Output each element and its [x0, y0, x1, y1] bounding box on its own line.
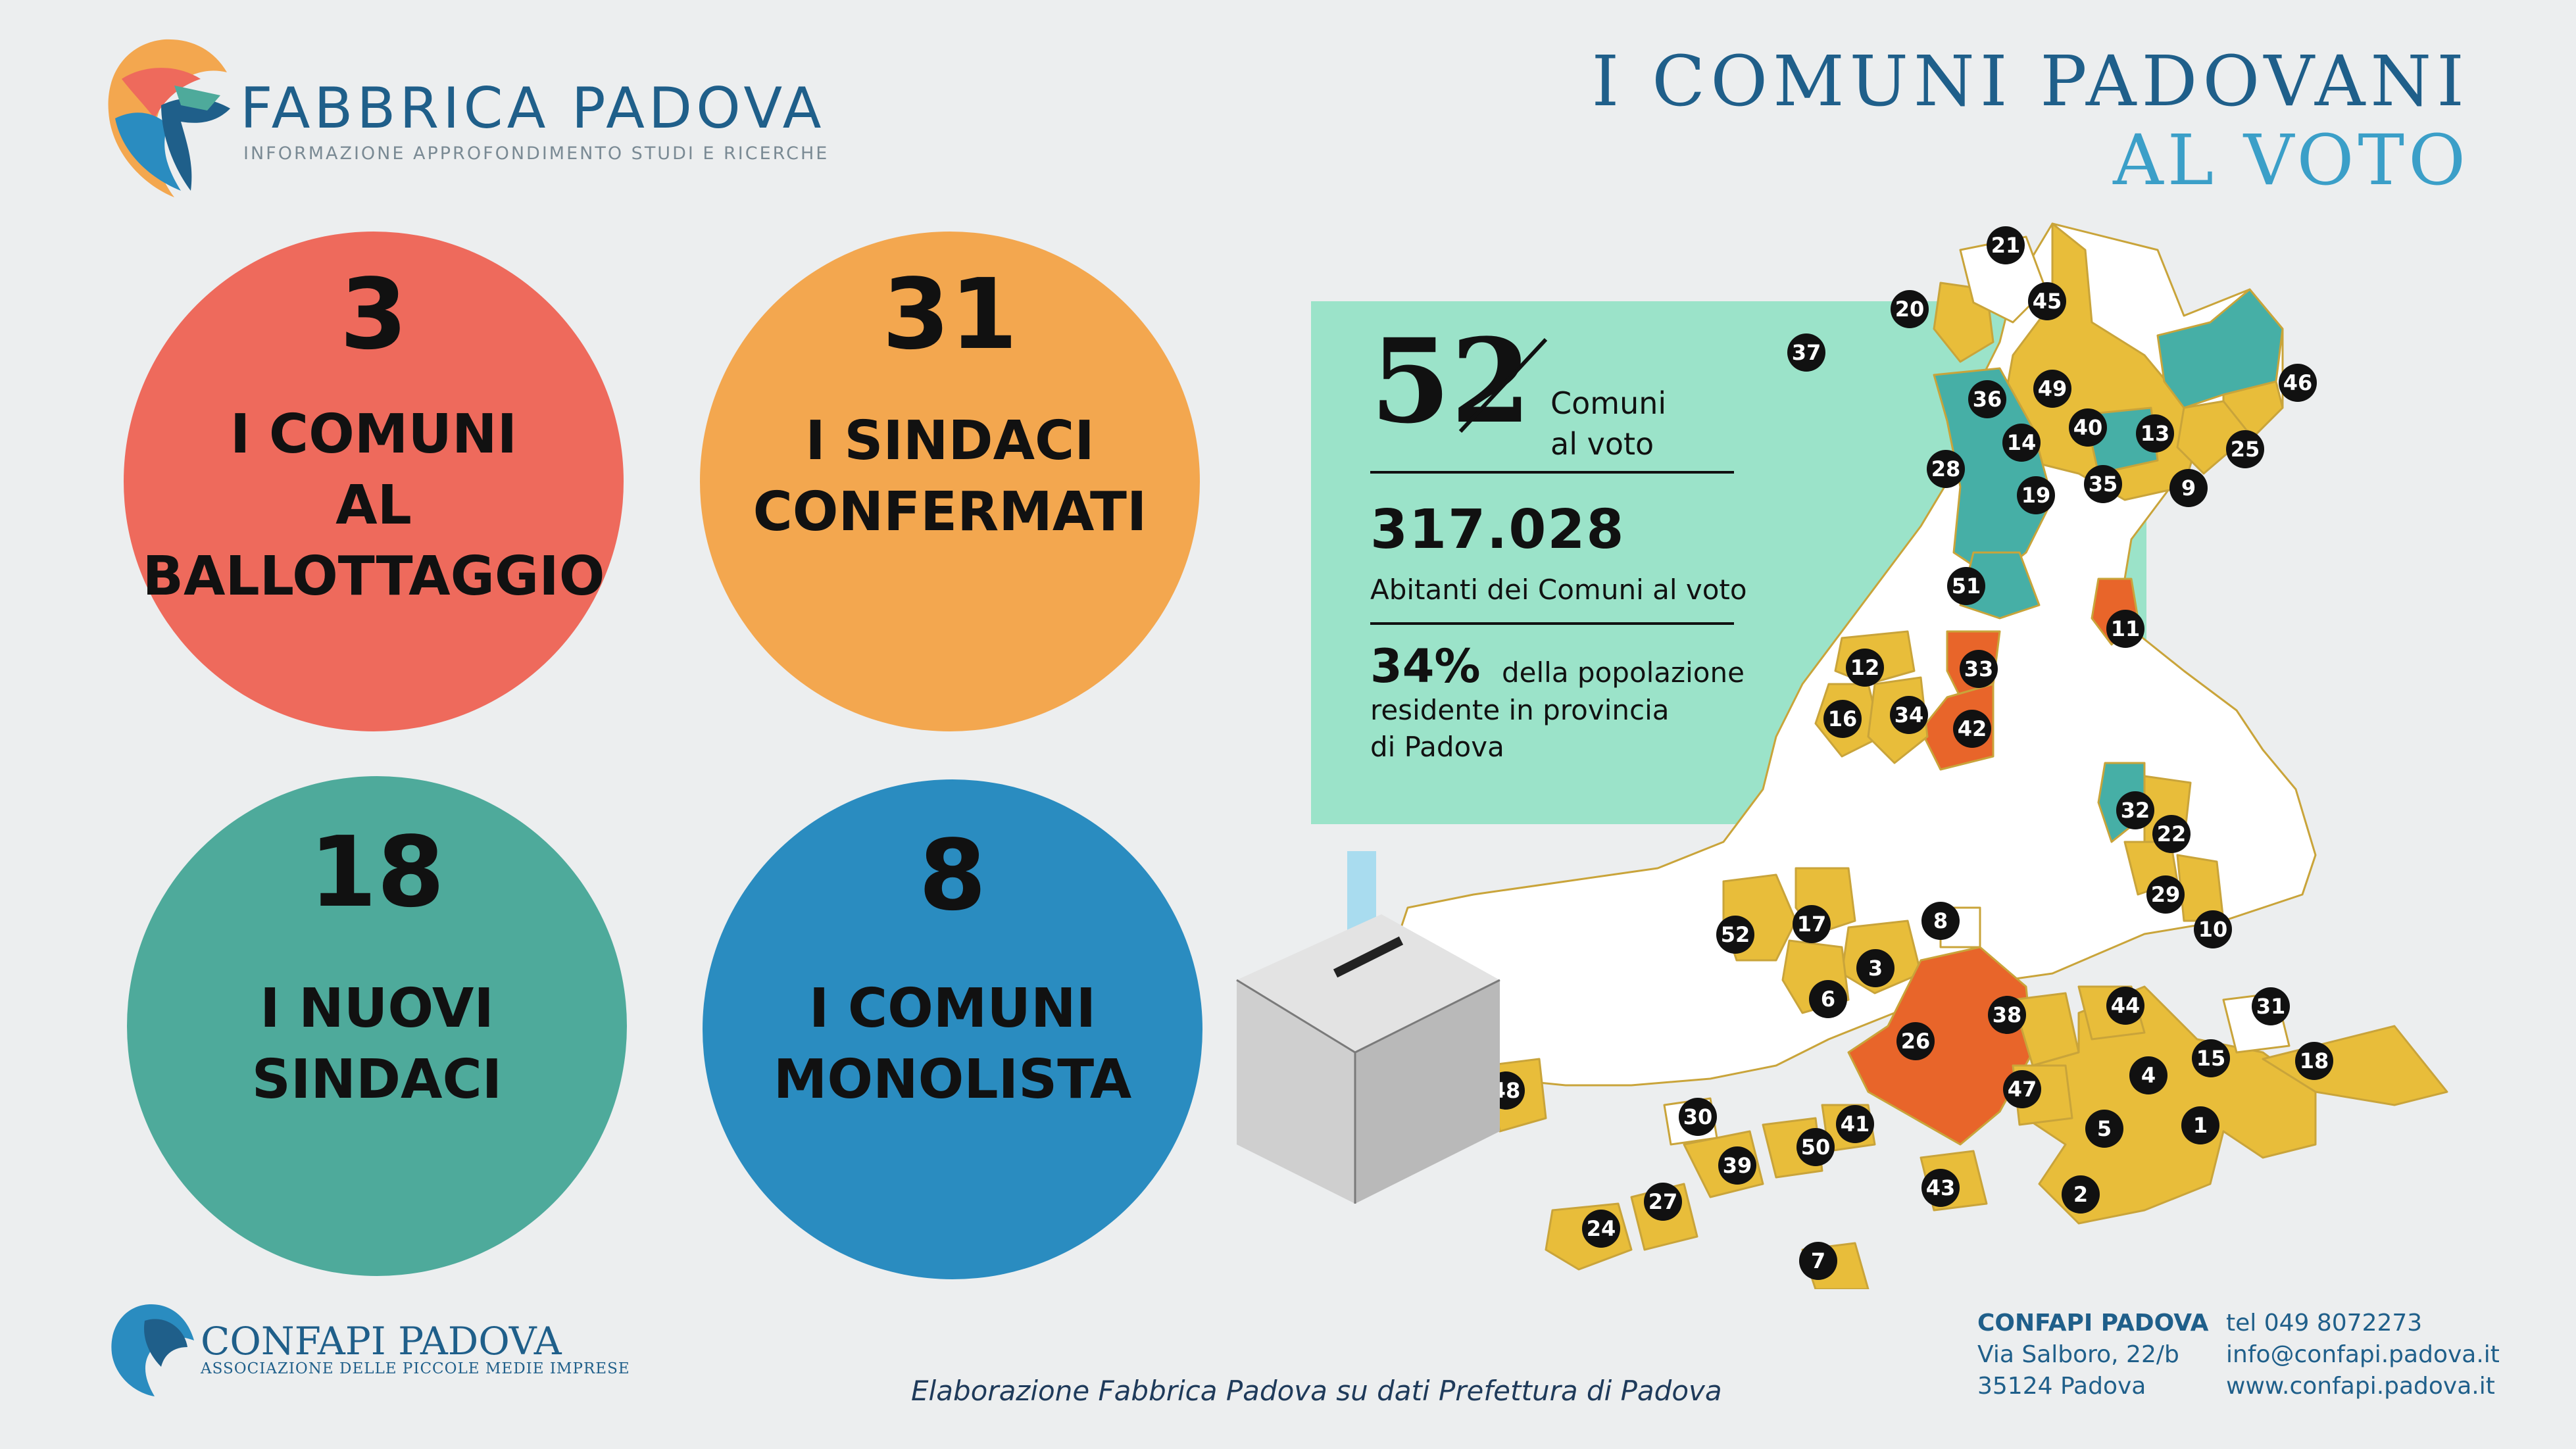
- brand-tagline: INFORMAZIONE APPROFONDIMENTO STUDI E RIC…: [243, 143, 830, 164]
- stat-confirmed-circle: 31 I SINDACI CONFERMATI: [700, 232, 1200, 731]
- confapi-tagline: ASSOCIAZIONE DELLE PICCOLE MEDIE IMPRESE: [201, 1360, 630, 1377]
- map-marker-16: 16: [1823, 700, 1862, 738]
- map-marker-30: 30: [1679, 1098, 1717, 1136]
- map-marker-5: 5: [2085, 1110, 2123, 1148]
- map-marker-25: 25: [2226, 430, 2264, 468]
- map-marker-14: 14: [2002, 424, 2041, 462]
- map-marker-12: 12: [1846, 649, 1884, 687]
- map-area-26: [1847, 946, 2034, 1146]
- map-marker-24: 24: [1582, 1210, 1620, 1248]
- map-marker-32: 32: [2116, 791, 2154, 829]
- fabbrica-padova-logo: [108, 39, 230, 197]
- map-marker-49: 49: [2033, 370, 2071, 408]
- confapi-lion-logo: [111, 1304, 194, 1396]
- address-org: CONFAPI PADOVA: [1977, 1310, 2209, 1337]
- map-marker-9: 9: [2169, 469, 2208, 507]
- stat-runoff-circle: 3 I COMUNI AL BALLOTTAGGIO: [124, 232, 624, 731]
- slash-decoration: [1458, 337, 1548, 433]
- map-marker-45: 45: [2028, 282, 2066, 320]
- address-block: CONFAPI PADOVA Via Salboro, 22/b 35124 Pa…: [1977, 1308, 2209, 1402]
- map-marker-33: 33: [1960, 650, 1998, 688]
- stat-confirmed-value: 31: [882, 258, 1018, 371]
- divider: [1370, 622, 1734, 625]
- map-marker-18: 18: [2295, 1042, 2333, 1080]
- map-marker-51: 51: [1947, 567, 1985, 605]
- map-marker-27: 27: [1644, 1183, 1682, 1221]
- map-marker-38: 38: [1988, 996, 2026, 1034]
- contacts-block[interactable]: tel 049 8072273 info@confapi.padova.it w…: [2226, 1310, 2500, 1400]
- share-label: della popolazione: [1502, 656, 1745, 689]
- map-marker-42: 42: [1953, 710, 1991, 748]
- map-marker-2: 2: [2062, 1175, 2100, 1214]
- map-marker-13: 13: [2136, 414, 2174, 453]
- map-marker-6: 6: [1809, 980, 1847, 1018]
- map-marker-8: 8: [1921, 902, 1960, 940]
- map-marker-39: 39: [1718, 1146, 1756, 1185]
- source-note: Elaborazione Fabbrica Padova su dati Pre…: [911, 1375, 1722, 1407]
- map-marker-19: 19: [2017, 476, 2055, 514]
- map-marker-29: 29: [2146, 875, 2185, 914]
- ballot-box-icon: [1236, 851, 1500, 1204]
- map-marker-31: 31: [2252, 987, 2290, 1025]
- population-label: Abitanti dei Comuni al voto: [1370, 574, 1747, 606]
- map-marker-20: 20: [1891, 290, 1929, 328]
- map-marker-36: 36: [1968, 380, 2006, 418]
- map-marker-22: 22: [2152, 815, 2191, 853]
- stat-new-value: 18: [309, 816, 445, 929]
- stat-new-circle: 18 I NUOVI SINDACI: [127, 776, 627, 1276]
- map-marker-35: 35: [2084, 465, 2122, 503]
- page-title: I COMUNI PADOVANI: [1591, 41, 2469, 122]
- share-value: 34%: [1370, 639, 1481, 693]
- map-marker-52: 52: [1716, 916, 1754, 954]
- map-marker-15: 15: [2192, 1039, 2230, 1077]
- stat-runoff-label: I COMUNI AL BALLOTTAGGIO: [142, 403, 605, 608]
- map-marker-26: 26: [1896, 1022, 1935, 1060]
- map-marker-47: 47: [2003, 1070, 2041, 1108]
- map-marker-4: 4: [2129, 1056, 2167, 1094]
- map-marker-37: 37: [1787, 333, 1825, 372]
- map-marker-28: 28: [1927, 450, 1965, 488]
- map-marker-10: 10: [2194, 910, 2232, 948]
- stat-monolista-label: I COMUNI MONOLISTA: [773, 977, 1132, 1111]
- stat-monolista-value: 8: [918, 819, 987, 932]
- map-marker-40: 40: [2069, 408, 2107, 447]
- share-label-cont: residente in provincia di Padova: [1370, 694, 1670, 763]
- map-marker-7: 7: [1799, 1242, 1837, 1280]
- map-marker-46: 46: [2279, 364, 2317, 402]
- map-marker-44: 44: [2106, 987, 2144, 1025]
- map-marker-43: 43: [1921, 1169, 1960, 1207]
- map-marker-34: 34: [1890, 696, 1928, 734]
- stat-new-label: I NUOVI SINDACI: [251, 977, 503, 1111]
- map-marker-11: 11: [2106, 610, 2144, 648]
- confapi-name: CONFAPI PADOVA: [201, 1319, 562, 1363]
- map-marker-17: 17: [1793, 905, 1831, 943]
- map-marker-41: 41: [1836, 1105, 1874, 1143]
- comuni-label: Comuni al voto: [1550, 385, 1667, 462]
- map-marker-3: 3: [1856, 949, 1895, 987]
- stat-confirmed-label: I SINDACI CONFERMATI: [753, 410, 1147, 543]
- map-marker-50: 50: [1796, 1128, 1835, 1166]
- map-area-18: [2262, 1025, 2448, 1106]
- divider: [1370, 471, 1734, 474]
- population-value: 317.028: [1370, 499, 1625, 561]
- brand-name: FABBRICA PADOVA: [240, 76, 826, 141]
- page-subtitle: AL VOTO: [2113, 120, 2469, 201]
- map-marker-21: 21: [1987, 226, 2025, 264]
- stat-monolista-circle: 8 I COMUNI MONOLISTA: [703, 779, 1202, 1279]
- stat-runoff-value: 3: [339, 258, 408, 371]
- address-lines: Via Salboro, 22/b 35124 Padova: [1977, 1341, 2179, 1400]
- map-marker-1: 1: [2181, 1106, 2219, 1144]
